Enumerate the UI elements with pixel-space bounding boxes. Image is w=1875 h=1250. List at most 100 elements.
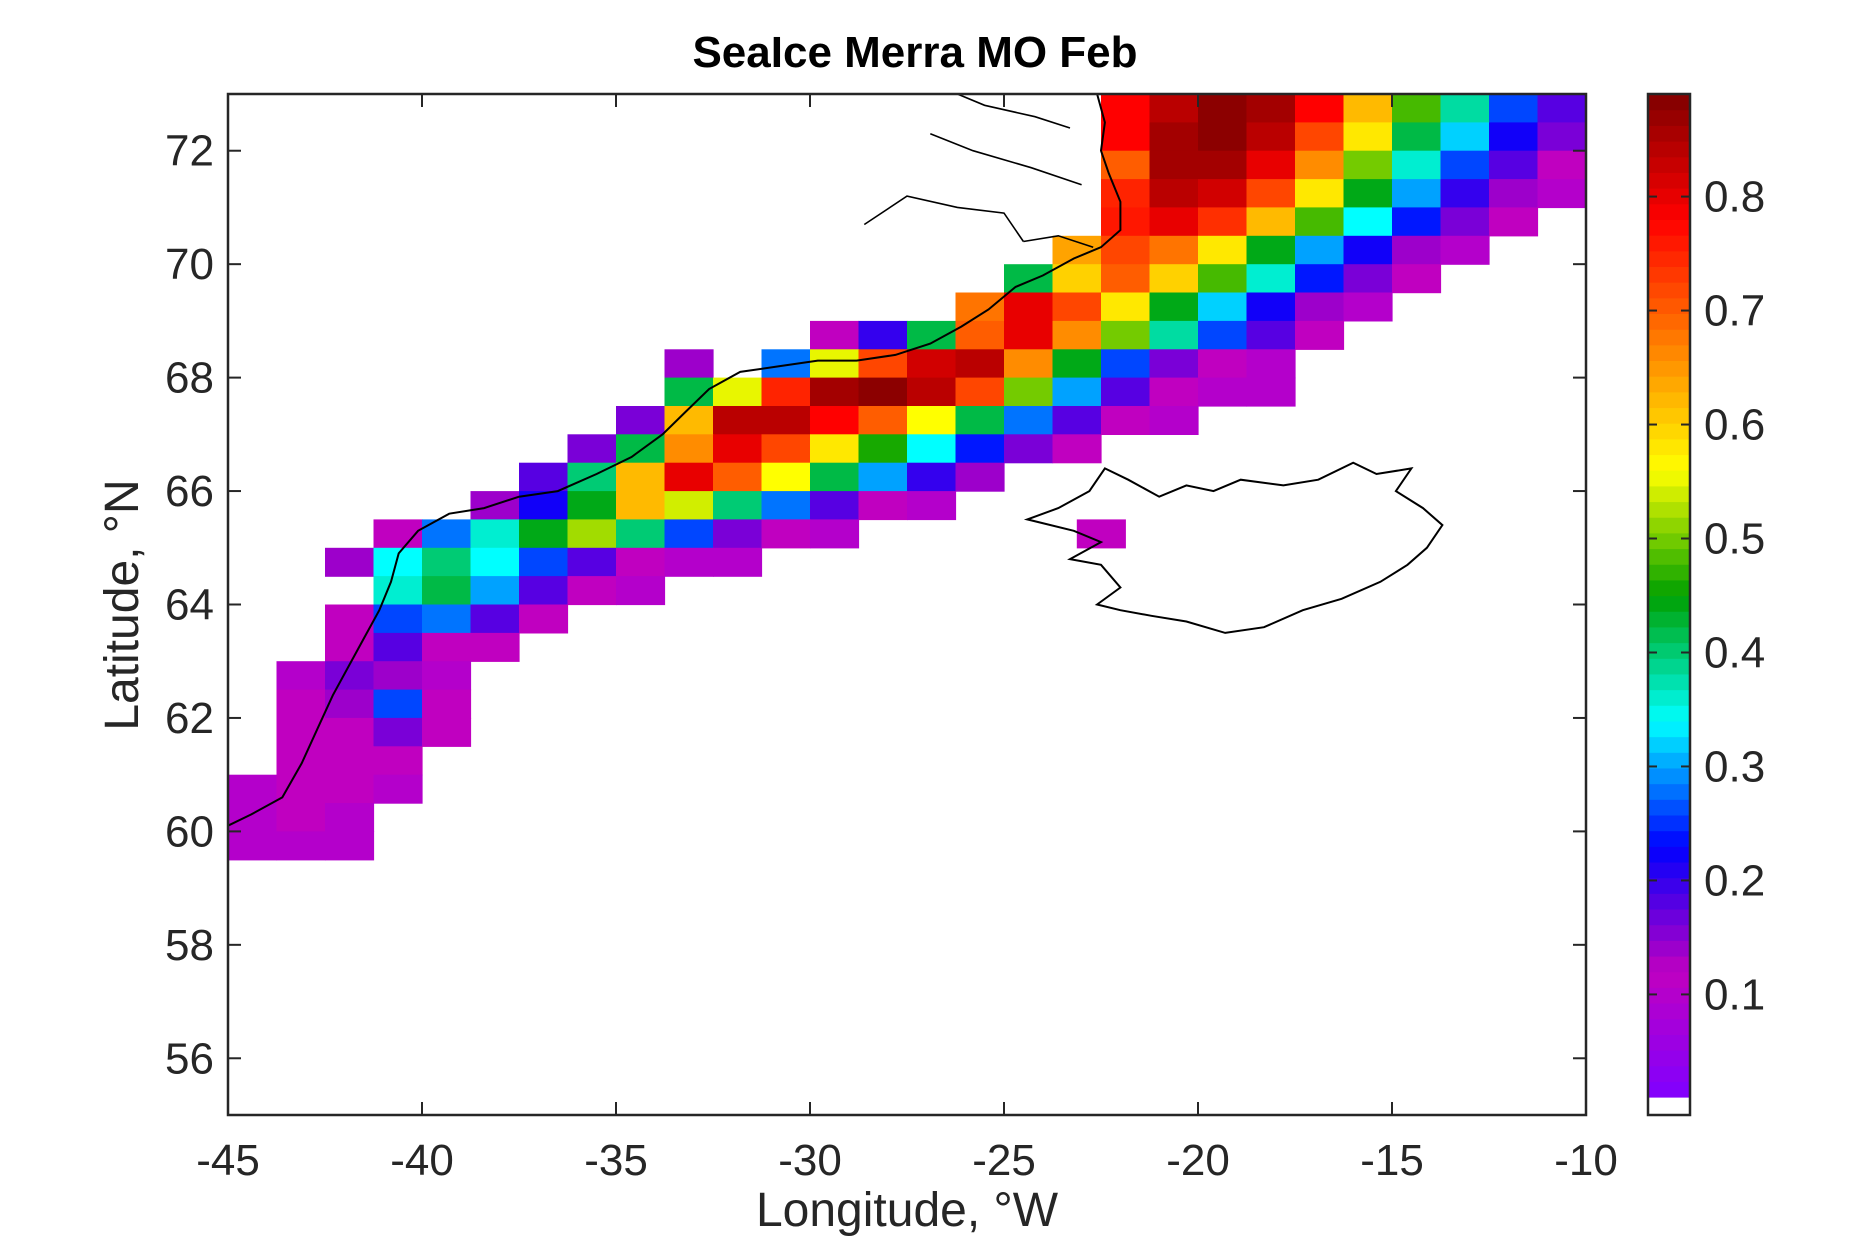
colorbar-swatch <box>1648 454 1690 471</box>
colorbar-swatch <box>1648 376 1690 393</box>
colorbar-swatch <box>1648 861 1690 879</box>
x-tick-label: -25 <box>972 1136 1036 1185</box>
colorbar-swatch <box>1648 877 1690 894</box>
heatmap-cell <box>1392 235 1442 265</box>
colorbar-swatch <box>1648 125 1690 142</box>
heatmap-cell <box>470 604 520 634</box>
heatmap-cell <box>1004 349 1054 379</box>
heatmap-cell <box>1149 377 1199 407</box>
heatmap-cell <box>1198 179 1248 209</box>
colorbar-swatch <box>1648 470 1690 487</box>
heatmap-cell <box>1149 94 1199 123</box>
heatmap-cell <box>1343 94 1393 123</box>
colorbar-swatch <box>1648 313 1690 330</box>
heatmap-cell <box>325 632 375 662</box>
colorbar-swatch <box>1648 532 1690 550</box>
heatmap-cell <box>1295 320 1345 350</box>
heatmap-cell <box>1489 150 1539 180</box>
colorbar-swatch <box>1648 219 1690 236</box>
colorbar-swatch <box>1648 329 1690 346</box>
heatmap-cell <box>276 803 326 832</box>
heatmap-cell <box>567 547 617 577</box>
heatmap-cell <box>1004 264 1054 294</box>
colorbar-swatch <box>1648 1018 1690 1035</box>
heatmap-cell <box>1246 179 1296 209</box>
heatmap-cell <box>1392 150 1442 180</box>
heatmap-cell <box>1343 207 1393 237</box>
heatmap-cell <box>1295 235 1345 265</box>
chart-title: SeaIce Merra MO Feb <box>692 28 1137 77</box>
heatmap-cell <box>422 547 472 577</box>
colorbar-swatch <box>1648 908 1690 926</box>
heatmap-cell <box>422 661 472 691</box>
heatmap-cell <box>1392 94 1442 123</box>
heatmap-cell <box>1489 94 1539 123</box>
heatmap-cell <box>373 604 423 634</box>
heatmap-cell <box>1440 179 1490 209</box>
y-tick-label: 72 <box>165 127 214 176</box>
heatmap-cell <box>664 462 714 492</box>
heatmap-cell <box>470 491 520 521</box>
heatmap-cell <box>955 377 1005 407</box>
colorbar-swatch <box>1648 642 1690 659</box>
colorbar-swatch <box>1648 438 1690 456</box>
x-axis-ticks: -45 -40 -35 -30 -25 -20 -15 -10 <box>196 94 1618 1185</box>
heatmap-cell <box>713 434 763 464</box>
iceland-coastline <box>1023 461 1444 634</box>
y-axis-ticks: 56 58 60 62 64 66 68 70 72 <box>165 127 1586 1083</box>
heatmap-cell <box>373 717 423 747</box>
colorbar-swatch <box>1648 501 1690 518</box>
heatmap-cell <box>373 774 423 804</box>
heatmap-cell <box>858 462 908 492</box>
heatmap-cell <box>761 519 811 549</box>
heatmap-cell <box>761 377 811 407</box>
colorbar-swatch <box>1648 203 1690 220</box>
colorbar-swatch <box>1648 846 1690 863</box>
heatmap-cell <box>1052 292 1102 322</box>
heatmap-cell <box>761 434 811 464</box>
heatmap-cell <box>616 462 666 492</box>
heatmap-cell <box>1052 349 1102 379</box>
heatmap-cell <box>761 406 811 435</box>
heatmap-cell <box>1101 94 1151 123</box>
heatmap-cell <box>1343 150 1393 180</box>
colorbar-tick-label: 0.1 <box>1704 970 1765 1019</box>
colorbar-tick-label: 0.7 <box>1704 287 1765 336</box>
heatmap-cell <box>276 689 326 719</box>
colorbar-swatch <box>1648 673 1690 691</box>
heatmap-cell <box>907 434 957 464</box>
heatmap-cell <box>1343 264 1393 294</box>
heatmap-cell <box>373 632 423 662</box>
colorbar-tick-label: 0.8 <box>1704 173 1765 222</box>
heatmap-cell <box>858 377 908 407</box>
heatmap-cell <box>1101 122 1151 152</box>
heatmap-cell <box>810 519 860 549</box>
colorbar-swatch <box>1648 783 1690 800</box>
x-tick-label: -35 <box>584 1136 648 1185</box>
colorbar-swatch <box>1648 987 1690 1004</box>
heatmap-cell <box>955 434 1005 464</box>
heatmap-cell <box>1246 320 1296 350</box>
heatmap-cell <box>664 519 714 549</box>
colorbar <box>1648 94 1690 1115</box>
heatmap-cell <box>325 689 375 719</box>
heatmap-cell <box>1440 207 1490 237</box>
colorbar-swatch <box>1648 814 1690 832</box>
heatmap-cell <box>1246 207 1296 237</box>
colorbar-swatch <box>1648 407 1690 424</box>
colorbar-swatch <box>1648 595 1690 612</box>
heatmap-cell <box>519 547 569 577</box>
heatmap-cell <box>325 717 375 747</box>
x-tick-label: -15 <box>1360 1136 1424 1185</box>
heatmap-cell <box>1101 264 1151 294</box>
colorbar-swatch <box>1648 297 1690 314</box>
heatmap-cell <box>1537 179 1587 209</box>
heatmap-cell <box>1149 264 1199 294</box>
heatmap-cell <box>1537 150 1587 180</box>
heatmap-cell <box>373 547 423 577</box>
heatmap-cell <box>713 491 763 521</box>
colorbar-swatch <box>1648 720 1690 738</box>
heatmap-cell <box>1343 235 1393 265</box>
heatmap-cell <box>567 434 617 464</box>
coastlines <box>227 93 1444 827</box>
